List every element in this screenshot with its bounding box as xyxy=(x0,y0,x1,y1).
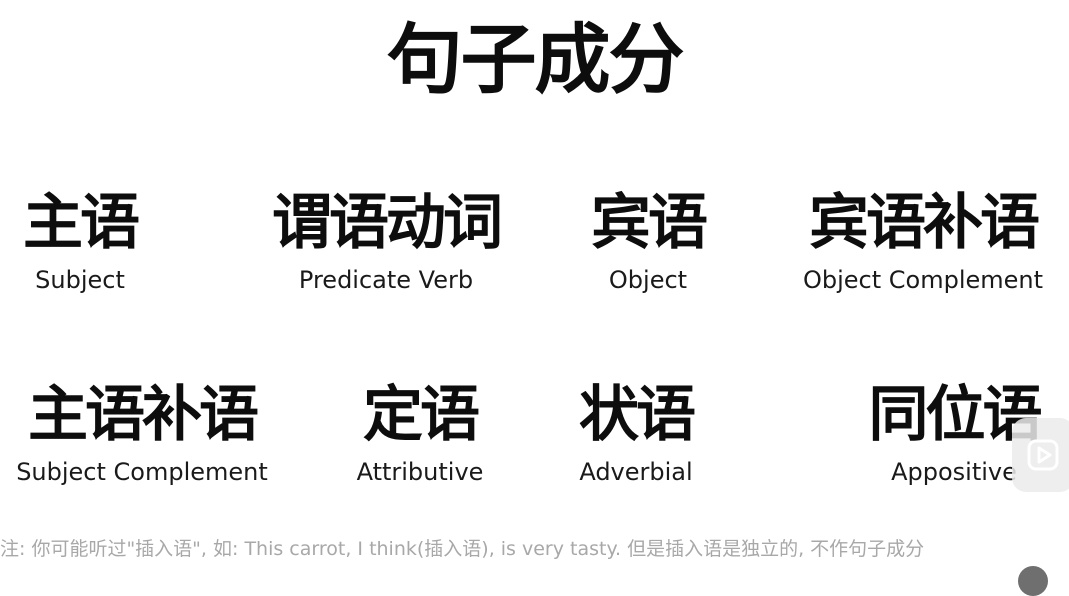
term-english: Object xyxy=(608,266,688,294)
term-object: 宾语 Object xyxy=(578,188,718,294)
term-chinese: 宾语补语 xyxy=(809,188,1040,258)
footnote: 注: 你可能听过"插入语", 如: This carrot, I think(插… xyxy=(0,538,925,560)
term-appositive: 同位语 Appositive xyxy=(854,380,1054,486)
play-button[interactable] xyxy=(1012,418,1069,492)
term-english: Predicate Verb xyxy=(298,266,474,294)
play-icon xyxy=(1026,438,1060,472)
page-title: 句子成分 xyxy=(386,15,685,104)
term-chinese: 主语补语 xyxy=(28,380,259,450)
term-english: Attributive xyxy=(356,458,484,486)
term-english: Adverbial xyxy=(579,458,693,486)
term-chinese: 状语 xyxy=(579,380,696,450)
term-subject: 主语 Subject xyxy=(10,188,150,294)
term-attributive: 定语 Attributive xyxy=(350,380,490,486)
term-english: Subject xyxy=(35,266,125,294)
term-object-complement: 宾语补语 Object Complement xyxy=(792,188,1054,294)
term-subject-complement: 主语补语 Subject Complement xyxy=(10,380,274,486)
term-predicate-verb: 谓语动词 Predicate Verb xyxy=(256,188,516,294)
term-chinese: 定语 xyxy=(363,380,480,450)
term-chinese: 谓语动词 xyxy=(272,188,503,258)
avatar xyxy=(1018,566,1048,596)
term-english: Subject Complement xyxy=(16,458,268,486)
term-english: Appositive xyxy=(891,458,1017,486)
term-chinese: 宾语 xyxy=(591,188,708,258)
term-chinese: 主语 xyxy=(23,188,140,258)
term-english: Object Complement xyxy=(802,266,1044,294)
term-adverbial: 状语 Adverbial xyxy=(566,380,706,486)
